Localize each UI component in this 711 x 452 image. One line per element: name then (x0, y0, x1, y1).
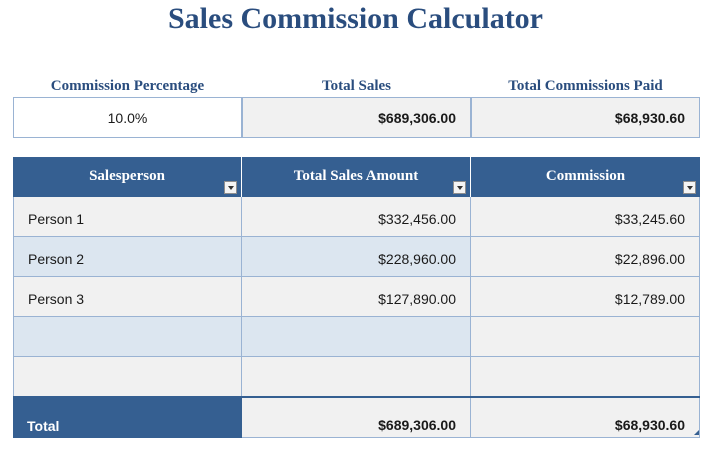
filter-dropdown-icon[interactable] (683, 181, 696, 194)
commission-amount: $22,896.00 (614, 251, 685, 267)
sales-amount: $332,456.00 (378, 211, 456, 227)
table-cell-sales[interactable]: $127,890.00 (242, 277, 471, 317)
header-total-sales-amount: Total Sales Amount (242, 157, 471, 197)
total-label: Total (27, 418, 60, 434)
table-cell-commission[interactable]: $22,896.00 (471, 237, 700, 277)
table-cell-commission[interactable]: $33,245.60 (471, 197, 700, 237)
total-sales-amount-cell[interactable]: $689,306.00 (242, 398, 471, 438)
table-cell-commission[interactable] (471, 317, 700, 357)
total-sales-amount: $689,306.00 (378, 417, 456, 433)
commission-percentage-input[interactable]: 10.0% (13, 97, 242, 138)
total-divider (13, 396, 700, 398)
table-cell-sales[interactable]: $332,456.00 (242, 197, 471, 237)
header-commission-label: Commission (545, 168, 626, 184)
total-sales-label: Total Sales (321, 78, 392, 94)
commission-percentage-value: 10.0% (107, 109, 148, 126)
sales-amount: $228,960.00 (378, 251, 456, 267)
total-commissions-paid-value: $68,930.60 (614, 109, 685, 126)
salesperson-name: Person 3 (28, 291, 85, 307)
header-commission: Commission (471, 157, 700, 197)
header-total-sales-amount-label: Total Sales Amount (293, 168, 419, 184)
filter-dropdown-icon[interactable] (224, 181, 237, 194)
table-cell-salesperson[interactable]: Person 3 (13, 277, 242, 317)
table-cell-commission[interactable] (471, 357, 700, 397)
table-cell-salesperson[interactable]: Person 2 (13, 237, 242, 277)
table-cell-sales[interactable]: $228,960.00 (242, 237, 471, 277)
table-cell-sales[interactable] (242, 317, 471, 357)
total-label-cell[interactable]: Total (13, 398, 242, 438)
table-cell-salesperson[interactable] (13, 317, 242, 357)
commission-percentage-label: Commission Percentage (50, 78, 205, 94)
page-title: Sales Commission Calculator (168, 2, 543, 35)
commission-amount: $33,245.60 (614, 211, 685, 227)
total-commission: $68,930.60 (614, 417, 685, 433)
header-salesperson-label: Salesperson (89, 168, 165, 184)
commission-amount: $12,789.00 (614, 291, 685, 307)
table-resize-handle-icon[interactable] (694, 430, 699, 435)
sales-amount: $127,890.00 (378, 291, 456, 307)
total-sales-value: $689,306.00 (378, 109, 456, 126)
total-commissions-paid-cell[interactable]: $68,930.60 (471, 97, 700, 138)
table-cell-salesperson[interactable]: Person 1 (13, 197, 242, 237)
total-sales-cell[interactable]: $689,306.00 (242, 97, 471, 138)
table-cell-commission[interactable]: $12,789.00 (471, 277, 700, 317)
total-commissions-paid-label: Total Commissions Paid (508, 78, 663, 94)
filter-dropdown-icon[interactable] (453, 181, 466, 194)
table-cell-sales[interactable] (242, 357, 471, 397)
salesperson-name: Person 1 (28, 211, 85, 227)
table-cell-salesperson[interactable] (13, 357, 242, 397)
salesperson-name: Person 2 (28, 251, 85, 267)
header-salesperson: Salesperson (13, 157, 242, 197)
total-commission-cell[interactable]: $68,930.60 (471, 398, 700, 438)
